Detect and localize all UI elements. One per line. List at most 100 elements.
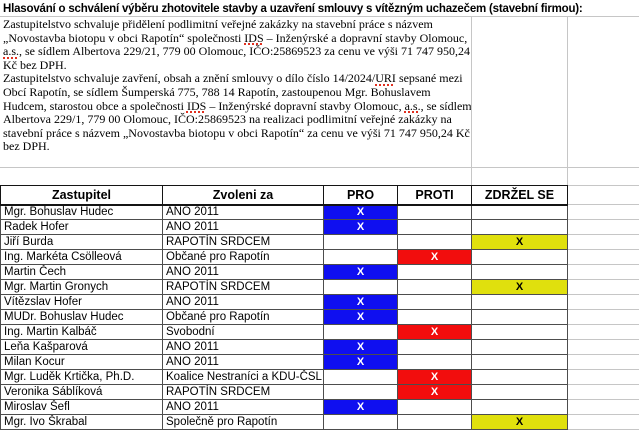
empty-grid-cell — [567, 354, 639, 370]
table-row: MUDr. Bohuslav Hudec Občané pro Rapotín X — [0, 309, 639, 325]
table-row: Miroslav Šefl ANO 2011 X — [0, 399, 639, 415]
party-name: Společně pro Rapotín — [162, 414, 324, 430]
table-row: Ing. Markéta Csölleová Občané pro Rapotín… — [0, 249, 639, 265]
party-name: RAPOTÍN SRDCEM — [162, 384, 324, 400]
table-body: Mgr. Bohuslav Hudec ANO 2011 X Radek Hofer A… — [0, 204, 639, 430]
vote-zdrzel-cell — [471, 399, 568, 415]
vote-proti-cell: X — [397, 384, 472, 400]
empty-grid-cell — [567, 414, 639, 430]
vote-proti-cell — [397, 279, 472, 295]
party-name: Občané pro Rapotín — [162, 309, 324, 325]
vote-pro-cell: X — [323, 264, 398, 280]
vote-zdrzel-cell — [471, 324, 568, 340]
vote-proti-cell — [397, 234, 472, 250]
gridline-horizontal — [0, 167, 639, 168]
table-row: Vítězslav Hofer ANO 2011 X — [0, 294, 639, 310]
council-member-name: Vítězslav Hofer — [0, 294, 163, 310]
misspelled-word: a.s. — [404, 98, 421, 113]
vote-zdrzel-cell — [471, 294, 568, 310]
gridline-vertical — [471, 17, 472, 185]
vote-proti-cell — [397, 294, 472, 310]
party-name: ANO 2011 — [162, 264, 324, 280]
vote-pro-cell: X — [323, 204, 398, 220]
council-member-name: Miroslav Šefl — [0, 399, 163, 415]
party-name: Koalice Nestraníci a KDU-ČSL — [162, 369, 324, 385]
vote-proti-cell — [397, 309, 472, 325]
party-name: RAPOTÍN SRDCEM — [162, 279, 324, 295]
empty-grid-cell — [567, 234, 639, 250]
party-name: ANO 2011 — [162, 339, 324, 355]
voting-table: Zastupitel Zvoleni za PRO PROTI ZDRŽEL SE Mg… — [0, 185, 639, 430]
misspelled-word: URI — [375, 71, 396, 86]
empty-grid-cell — [567, 369, 639, 385]
council-member-name: Radek Hofer — [0, 219, 163, 235]
vote-zdrzel-cell — [471, 384, 568, 400]
vote-proti-cell — [397, 414, 472, 430]
vote-proti-cell — [397, 219, 472, 235]
vote-zdrzel-cell — [471, 369, 568, 385]
vote-zdrzel-cell: X — [471, 279, 568, 295]
vote-proti-cell: X — [397, 249, 472, 265]
vote-proti-cell — [397, 354, 472, 370]
vote-pro-cell: X — [323, 354, 398, 370]
party-name: Svobodní — [162, 324, 324, 340]
empty-grid-cell — [567, 185, 639, 205]
header-cell-pro: PRO — [323, 185, 398, 206]
council-member-name: Leňa Kašparová — [0, 339, 163, 355]
vote-pro-cell — [323, 369, 398, 385]
council-member-name: Mgr. Bohuslav Hudec — [0, 204, 163, 220]
table-row: Ing. Martin Kalbáč Svobodní X — [0, 324, 639, 340]
empty-grid-cell — [567, 339, 639, 355]
table-row: Mgr. Martin Gronych RAPOTÍN SRDCEM X — [0, 279, 639, 295]
party-name: ANO 2011 — [162, 399, 324, 415]
empty-grid-cell — [567, 384, 639, 400]
party-name: RAPOTÍN SRDCEM — [162, 234, 324, 250]
gridline-vertical — [567, 17, 568, 185]
table-row: Leňa Kašparová ANO 2011 X — [0, 339, 639, 355]
table-row: Mgr. Luděk Krtička, Ph.D. Koalice Nestran… — [0, 369, 639, 385]
council-member-name: Veronika Sáblíková — [0, 384, 163, 400]
council-member-name: Mgr. Luděk Krtička, Ph.D. — [0, 369, 163, 385]
table-row: Mgr. Ivo Škrabal Společně pro Rapotín X — [0, 414, 639, 430]
party-name: ANO 2011 — [162, 294, 324, 310]
council-member-name: Mgr. Martin Gronych — [0, 279, 163, 295]
vote-zdrzel-cell — [471, 219, 568, 235]
header-cell-zvoleni-za: Zvoleni za — [162, 185, 324, 206]
council-member-name: Milan Kocur — [0, 354, 163, 370]
party-name: Občané pro Rapotín — [162, 249, 324, 265]
vote-proti-cell: X — [397, 369, 472, 385]
misspelled-word: IDS — [186, 98, 207, 113]
vote-zdrzel-cell — [471, 339, 568, 355]
misspelled-word: a.s. — [3, 44, 19, 59]
party-name: ANO 2011 — [162, 219, 324, 235]
vote-zdrzel-cell — [471, 249, 568, 265]
misspelled-word: IDS — [244, 30, 264, 45]
vote-pro-cell — [323, 234, 398, 250]
vote-zdrzel-cell — [471, 264, 568, 280]
table-row: Mgr. Bohuslav Hudec ANO 2011 X — [0, 204, 639, 220]
resolution-text: Zastupitelstvo schvaluje přidělení podli… — [0, 17, 472, 167]
vote-proti-cell: X — [397, 324, 472, 340]
vote-proti-cell — [397, 399, 472, 415]
vote-pro-cell: X — [323, 294, 398, 310]
header-cell-zdrzel-se: ZDRŽEL SE — [471, 185, 568, 206]
vote-pro-cell — [323, 384, 398, 400]
paragraph: Zastupitelstvo schvaluje zavření, obsah … — [3, 71, 472, 154]
table-row: Martin Čech ANO 2011 X — [0, 264, 639, 280]
council-member-name: Ing. Martin Kalbáč — [0, 324, 163, 340]
header-cell-zastupitel: Zastupitel — [0, 185, 163, 206]
vote-pro-cell — [323, 324, 398, 340]
vote-zdrzel-cell — [471, 354, 568, 370]
vote-pro-cell: X — [323, 399, 398, 415]
empty-grid-cell — [567, 399, 639, 415]
vote-pro-cell — [323, 279, 398, 295]
vote-pro-cell: X — [323, 339, 398, 355]
vote-proti-cell — [397, 204, 472, 220]
vote-proti-cell — [397, 339, 472, 355]
empty-grid-cell — [567, 204, 639, 220]
vote-pro-cell: X — [323, 219, 398, 235]
council-member-name: Ing. Markéta Csölleová — [0, 249, 163, 265]
table-row: Jiří Burda RAPOTÍN SRDCEM X — [0, 234, 639, 250]
vote-zdrzel-cell: X — [471, 414, 568, 430]
